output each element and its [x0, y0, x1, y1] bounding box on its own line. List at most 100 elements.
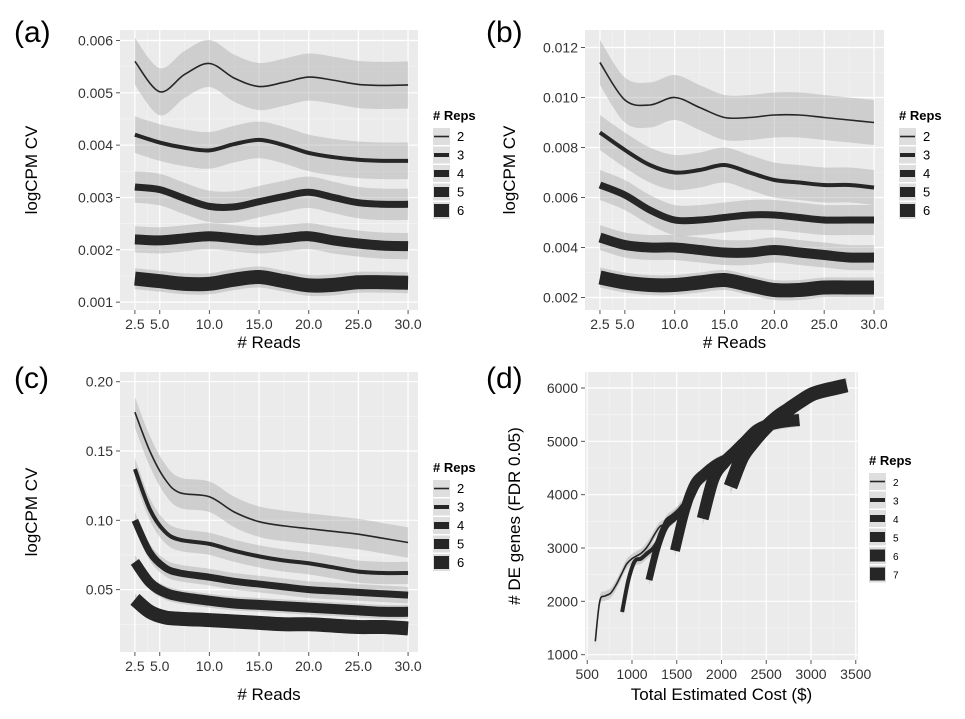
- y-tick-label: 0.10: [86, 512, 113, 528]
- legend-title: # Reps: [433, 460, 476, 475]
- series-line-reps-6: [134, 270, 409, 293]
- y-tick-label: 2000: [547, 593, 578, 609]
- confidence-band-reps-5: [599, 225, 875, 271]
- y-tick-label: 0.006: [543, 190, 578, 206]
- x-tick-label: 25.0: [811, 316, 838, 332]
- x-tick-label: 5.0: [615, 316, 635, 332]
- legend-label: 3: [893, 497, 899, 508]
- y-axis-title: logCPM CV: [22, 467, 41, 556]
- x-axis-title: # Reads: [237, 685, 300, 704]
- series-line-reps-4: [131, 518, 409, 599]
- panel-letter: (a): [14, 16, 51, 49]
- series-line-reps-3: [133, 468, 409, 576]
- x-axis-title: Total Estimated Cost ($): [631, 685, 812, 704]
- legend: # Reps 2 3 4 5 6: [433, 460, 476, 571]
- series-line-reps-4: [134, 183, 409, 211]
- x-tick-label: 30.0: [860, 316, 887, 332]
- panel-letter: (c): [14, 362, 49, 395]
- series-line-reps-6: [598, 270, 875, 298]
- legend-label: 5: [923, 185, 930, 200]
- y-tick-label: 0.010: [543, 90, 578, 106]
- x-tick-label: 30.0: [394, 658, 421, 674]
- x-tick-label: 2000: [706, 666, 737, 682]
- x-tick-label: 3000: [795, 666, 826, 682]
- y-tick-label: 0.006: [78, 32, 113, 48]
- axes: 0.05 0.10 0.15 0.20 2.5 5.0 10.0 15.0 20.0 25.0 30…: [86, 374, 422, 674]
- series-line-reps-5: [134, 231, 409, 252]
- series-line-reps-5: [598, 232, 875, 263]
- x-tick-label: 5.0: [150, 316, 170, 332]
- series-line-reps-2: [134, 60, 409, 93]
- y-tick-label: 0.008: [543, 140, 578, 156]
- y-tick-label: 0.20: [86, 374, 113, 390]
- y-tick-label: 4000: [547, 487, 578, 503]
- legend-label: 6: [923, 203, 930, 218]
- panel-letter: (b): [486, 16, 523, 49]
- x-axis-title: # Reads: [237, 333, 300, 352]
- x-tick-label: 2.5: [590, 316, 610, 332]
- legend-label: 2: [923, 129, 930, 144]
- panel-b: 0.002 0.004 0.006 0.008 0.010 0.012 2.5 5.0 10.0…: [486, 16, 942, 352]
- x-tick-label: 10.0: [196, 316, 223, 332]
- series-lines: [598, 62, 875, 298]
- y-axis-title: logCPM CV: [500, 125, 519, 214]
- y-tick-label: 0.002: [543, 290, 578, 306]
- legend-label: 3: [457, 500, 464, 515]
- panel-c: 0.05 0.10 0.15 0.20 2.5 5.0 10.0 15.0 20.0 25.0 30…: [14, 362, 476, 704]
- x-tick-label: 30.0: [394, 316, 421, 332]
- panel-a: 0.001 0.002 0.003 0.004 0.005 0.006 2.5 5.0 10.0…: [14, 16, 476, 352]
- y-tick-label: 0.15: [86, 443, 113, 459]
- y-axis-title: # DE genes (FDR 0.05): [505, 427, 524, 605]
- confidence-band-reps-4: [134, 512, 409, 604]
- legend-label: 3: [923, 148, 930, 163]
- x-tick-label: 10.0: [196, 658, 223, 674]
- x-tick-label: 15.0: [711, 316, 738, 332]
- series-line-reps-3: [598, 130, 875, 190]
- series-lines: [134, 60, 409, 293]
- legend-label: 7: [893, 571, 899, 582]
- plot-background: [585, 30, 884, 310]
- legend-title: # Reps: [899, 108, 942, 123]
- series-line-reps-3: [134, 132, 409, 163]
- legend-label: 5: [457, 537, 464, 552]
- legend-label: 2: [457, 129, 464, 144]
- y-tick-label: 0.004: [543, 240, 578, 256]
- x-tick-label: 25.0: [345, 658, 372, 674]
- legend: # Reps 2 3 4 5 6 7: [869, 453, 912, 583]
- legend-label: 4: [457, 166, 464, 181]
- y-tick-label: 0.004: [78, 137, 113, 153]
- panel-d: 1000 2000 3000 4000 5000 6000 500 1000 1500 2000 2…: [486, 362, 912, 704]
- x-tick-label: 15.0: [245, 658, 272, 674]
- y-tick-label: 1000: [547, 647, 578, 663]
- legend-label: 4: [457, 518, 464, 533]
- confidence-band-reps-2: [134, 37, 409, 116]
- x-tick-label: 20.0: [295, 316, 322, 332]
- x-tick-label: 2500: [751, 666, 782, 682]
- x-tick-label: 3500: [840, 666, 871, 682]
- series-line-reps-2: [599, 62, 875, 124]
- x-tick-label: 15.0: [245, 316, 272, 332]
- y-tick-label: 0.012: [543, 40, 578, 56]
- series-line-reps-7: [723, 378, 849, 490]
- legend-label: 5: [457, 185, 464, 200]
- legend: # Reps 2 3 4 5 6: [899, 108, 942, 219]
- y-tick-label: 6000: [547, 380, 578, 396]
- x-tick-label: 5.0: [150, 658, 170, 674]
- confidence-band-reps-3: [134, 457, 409, 585]
- y-tick-label: 5000: [547, 433, 578, 449]
- x-axis-title: # Reads: [703, 333, 766, 352]
- legend-label: 4: [893, 515, 899, 526]
- legend-label: 2: [457, 481, 464, 496]
- axes: 1000 2000 3000 4000 5000 6000 500 1000 1500 2000 2…: [547, 380, 872, 682]
- legend-label: 6: [457, 203, 464, 218]
- plot-background: [120, 30, 418, 310]
- x-tick-label: 2.5: [125, 658, 145, 674]
- legend-label: 6: [457, 555, 464, 570]
- x-tick-label: 20.0: [761, 316, 788, 332]
- x-tick-label: 1500: [661, 666, 692, 682]
- axes: 0.001 0.002 0.003 0.004 0.005 0.006 2.5 5.0 10.0…: [78, 32, 422, 332]
- gridlines: [120, 30, 418, 310]
- y-tick-label: 0.001: [78, 294, 113, 310]
- axes: 0.002 0.004 0.006 0.008 0.010 0.012 2.5 5.0 10.0…: [543, 40, 888, 333]
